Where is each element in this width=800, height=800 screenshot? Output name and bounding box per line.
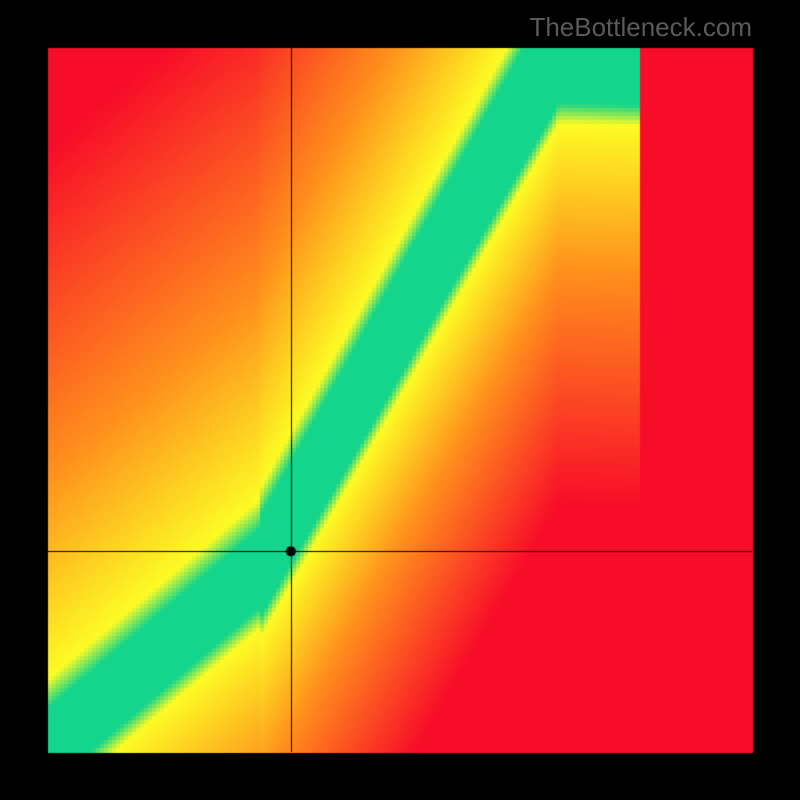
bottleneck-heatmap (0, 0, 800, 800)
chart-container: TheBottleneck.com (0, 0, 800, 800)
watermark-text: TheBottleneck.com (529, 12, 752, 43)
